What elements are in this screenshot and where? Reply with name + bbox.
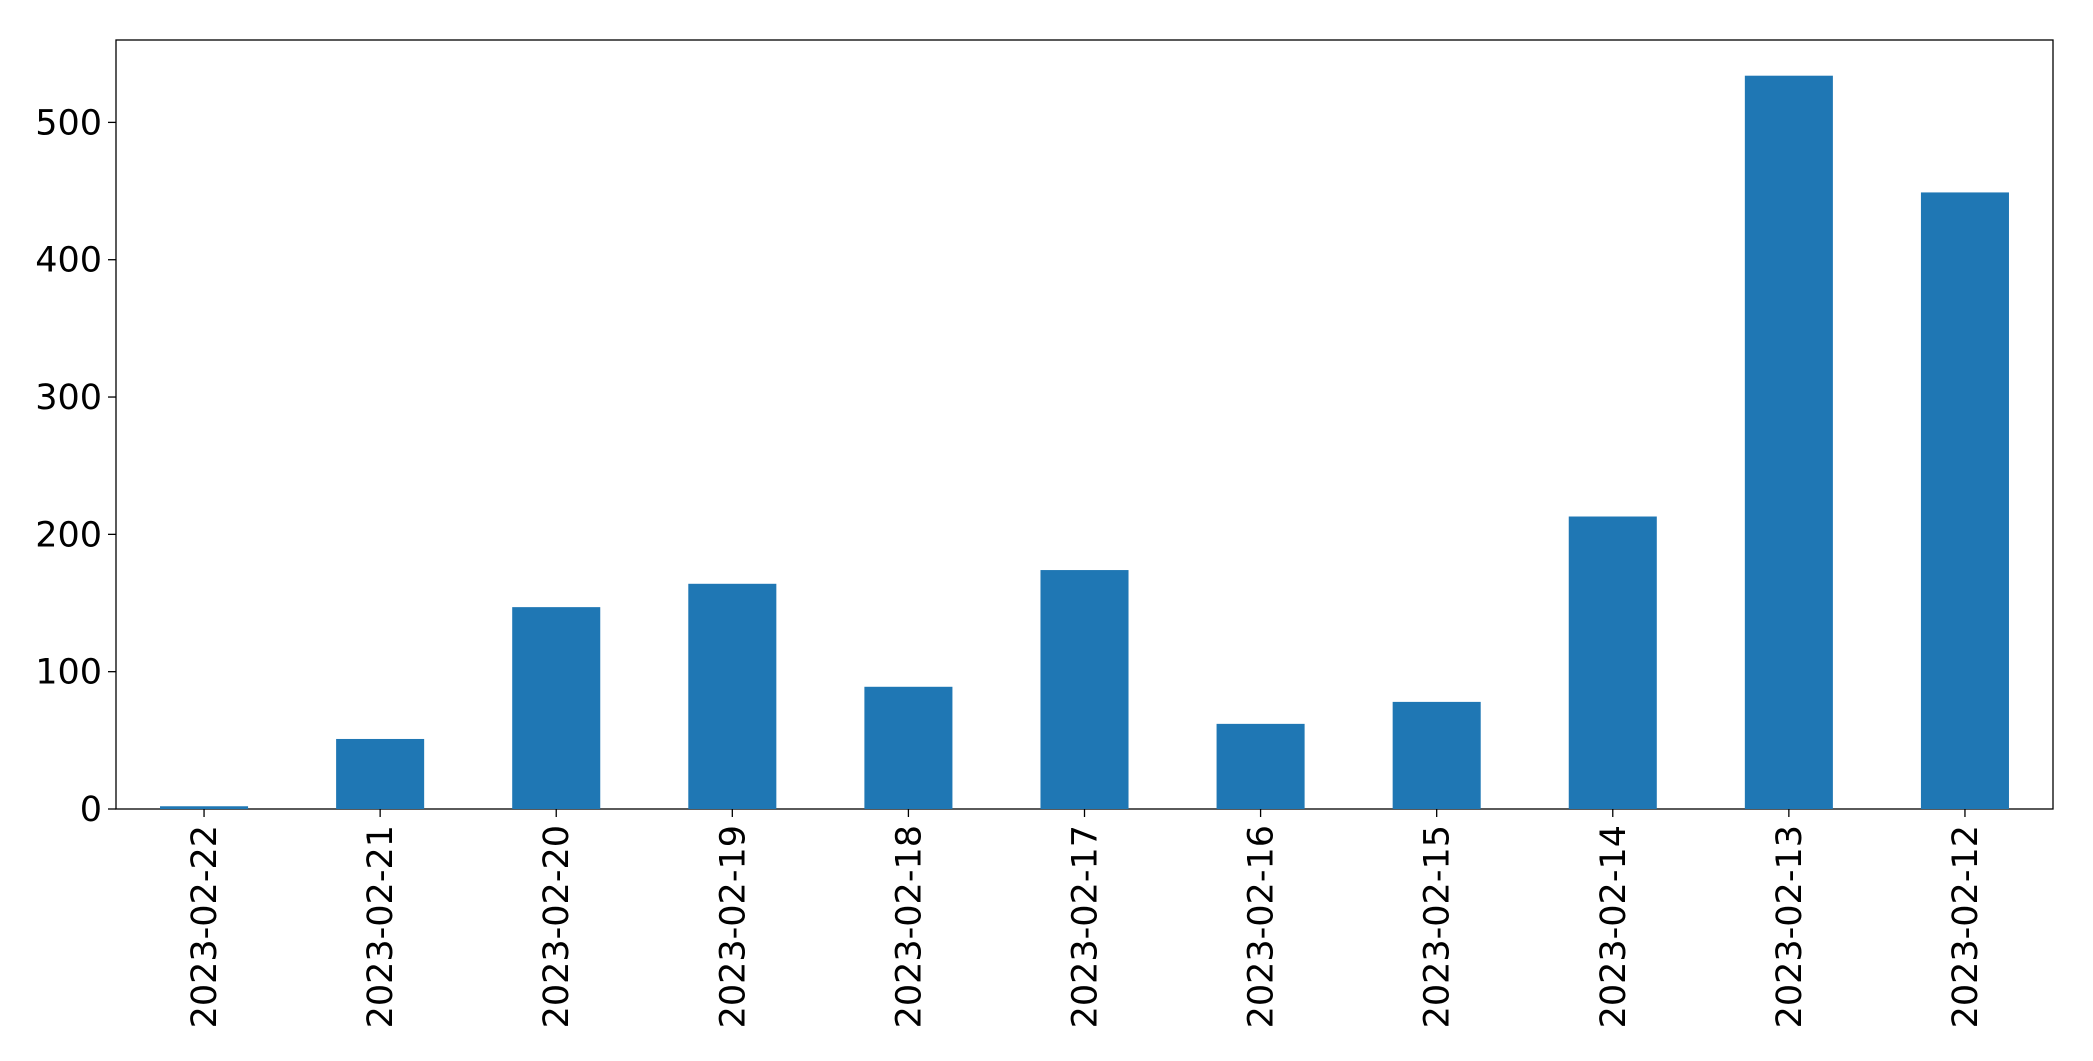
- bar: [1040, 570, 1129, 809]
- y-tick-label: 300: [35, 378, 102, 418]
- bar: [512, 607, 601, 809]
- y-tick-label: 100: [35, 653, 102, 693]
- x-tick-label: 2023-02-22: [185, 825, 225, 1028]
- bar: [336, 738, 425, 809]
- bar: [1568, 516, 1657, 809]
- x-tick-label: 2023-02-21: [361, 825, 401, 1028]
- bar: [1216, 723, 1305, 809]
- y-tick-label: 0: [80, 790, 102, 830]
- x-tick-label: 2023-02-14: [1594, 825, 1634, 1028]
- x-tick-label: 2023-02-12: [1946, 825, 1986, 1028]
- bar: [1744, 75, 1833, 810]
- bar: [160, 806, 249, 809]
- x-tick-label: 2023-02-13: [1770, 825, 1810, 1028]
- bar: [864, 686, 953, 809]
- x-tick-label: 2023-02-19: [713, 825, 753, 1028]
- bar: [688, 583, 777, 809]
- bar: [1392, 701, 1481, 809]
- x-tick-label: 2023-02-20: [537, 825, 577, 1028]
- y-tick-label: 400: [35, 241, 102, 281]
- y-tick-label: 200: [35, 515, 102, 555]
- x-tick-label: 2023-02-16: [1242, 825, 1282, 1028]
- x-tick-label: 2023-02-17: [1066, 825, 1106, 1028]
- x-tick-label: 2023-02-15: [1418, 825, 1458, 1028]
- x-tick-label: 2023-02-18: [889, 825, 929, 1028]
- y-tick-label: 500: [35, 103, 102, 143]
- bar: [1920, 192, 2009, 810]
